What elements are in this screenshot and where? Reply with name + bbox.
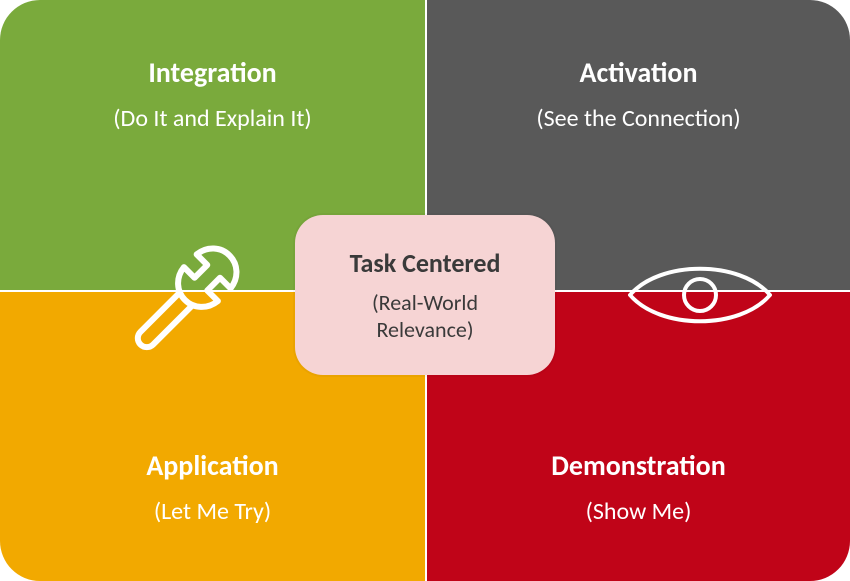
activation-title: Activation [580,55,698,90]
application-sub: (Let Me Try) [154,497,271,526]
center-title: Task Centered [350,247,501,279]
application-title: Application [146,448,278,483]
eye-icon [625,255,775,335]
integration-title: Integration [148,55,276,90]
wrench-icon [110,225,260,375]
diagram-frame: Integration (Do It and Explain It) Activ… [0,0,850,581]
center-sub: (Real-WorldRelevance) [372,289,478,344]
demonstration-sub: (Show Me) [586,497,692,526]
center-task-centered: Task Centered (Real-WorldRelevance) [295,215,555,375]
integration-sub: (Do It and Explain It) [113,104,311,133]
demonstration-title: Demonstration [551,448,726,483]
activation-sub: (See the Connection) [536,104,740,133]
